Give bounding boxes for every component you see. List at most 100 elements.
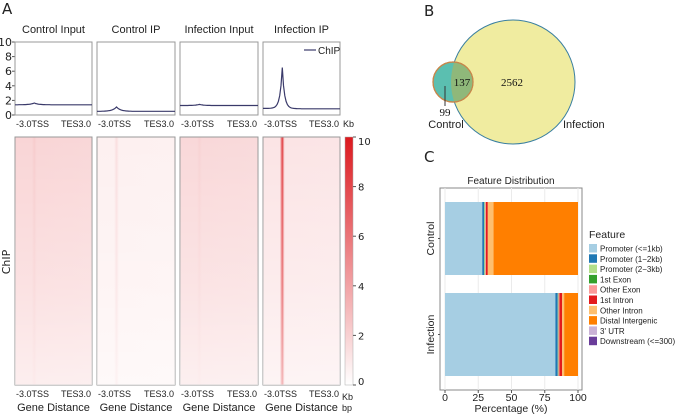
profile-line-infection-ip xyxy=(263,67,340,110)
colorbar-tick-label: 0 xyxy=(358,377,364,388)
x-tick-label: 100 xyxy=(569,392,587,404)
x-tick-label: 3.0 xyxy=(326,119,339,129)
x-tick-labels-end: TES3.0 xyxy=(61,119,91,129)
legend-swatch xyxy=(589,285,597,294)
legend-swatch xyxy=(589,244,597,253)
profile-box xyxy=(14,41,93,116)
legend-label: 1st Intron xyxy=(600,296,633,305)
legend-swatch xyxy=(589,305,597,315)
profile-box xyxy=(96,41,176,116)
bar-segment-infection xyxy=(562,293,565,376)
x-tick-label: 75 xyxy=(539,392,551,404)
x-tick-label: -3.0 xyxy=(264,119,280,129)
bar-segment-control xyxy=(482,202,485,275)
heatmap-fade xyxy=(97,137,175,385)
bar-segment-control xyxy=(493,202,578,275)
y-tick-label: 4 xyxy=(5,80,12,93)
x-tick-label: -3.0 xyxy=(98,389,114,399)
bar-segment-infection xyxy=(445,293,556,376)
heatmap-xlabel: Gene Distance xyxy=(183,402,256,414)
legend-swatch xyxy=(589,295,597,304)
heatmap-xlabel: Gene Distance xyxy=(100,402,173,414)
legend-label: Promoter (<=1kb) xyxy=(600,245,663,254)
x-tick-label: 50 xyxy=(506,392,518,404)
panel-c-feature-distribution: Feature Distribution Control Infection 0 25 5… xyxy=(425,176,675,415)
legend-label: Promoter (2−3kb) xyxy=(600,265,663,274)
heatmap-xlabel: Gene Distance xyxy=(265,402,338,414)
x-tick-label: TES xyxy=(144,119,162,129)
profile-line-infection-input xyxy=(180,103,258,107)
legend-label: 3' UTR xyxy=(600,327,625,336)
legend-swatch xyxy=(589,264,597,274)
legend-swatch xyxy=(589,336,597,346)
x-tick-label: TES xyxy=(309,119,327,129)
x-axis-label: Percentage (%) xyxy=(475,403,548,415)
x-tick-labels-start: -3.0TSS xyxy=(181,389,214,399)
x-tick-label: -3.0 xyxy=(181,119,197,129)
x-tick-label: -3.0 xyxy=(264,389,280,399)
x-tick-label: 3.0 xyxy=(161,389,174,399)
bar-segment-control xyxy=(484,202,485,275)
x-tick-label: 25 xyxy=(472,392,484,404)
x-tick-label: TES xyxy=(309,389,327,399)
x-tick-label: TSS xyxy=(114,119,132,129)
x-unit: Kb xyxy=(342,392,353,402)
x-tick-labels-end: TES3.0 xyxy=(309,119,339,129)
x-tick-label: TES xyxy=(61,389,79,399)
legend-label: Other Exon xyxy=(600,286,640,295)
heatmap-x-unit: bp xyxy=(342,403,352,413)
bar-segment-control xyxy=(487,202,494,275)
heatmap-fade xyxy=(180,137,258,385)
x-unit: Kb xyxy=(343,119,354,129)
colorbar-tick-label: 6 xyxy=(358,232,364,243)
y-tick-label: 0 xyxy=(5,109,12,122)
heatmap-ylabel: ChIP xyxy=(0,249,13,274)
x-tick-label: 0 xyxy=(442,392,448,404)
y-category-label: Infection xyxy=(425,314,437,354)
profile-box xyxy=(262,41,341,116)
colorbar-tick-label: 10 xyxy=(358,137,371,148)
x-tick-labels-start: -3.0TSS xyxy=(264,119,297,129)
profile-box xyxy=(179,41,259,116)
legend-label: Downstream (<=300) xyxy=(600,337,675,346)
x-tick-label: 3.0 xyxy=(161,119,174,129)
heatmap-fade xyxy=(263,137,340,385)
y-tick-label: 6 xyxy=(5,65,12,78)
x-tick-labels-start: -3.0TSS xyxy=(98,119,131,129)
x-tick-label: TSS xyxy=(280,119,298,129)
venn-overlap-count: 137 xyxy=(454,77,471,89)
x-tick-labels-start: -3.0TSS xyxy=(264,389,297,399)
panel-label-a: A xyxy=(2,0,13,18)
bar-segment-infection xyxy=(559,293,563,376)
bar-segment-control xyxy=(485,202,488,275)
x-tick-labels-end: TES3.0 xyxy=(144,389,174,399)
venn-circle-control-outline xyxy=(432,61,474,103)
y-tick-label: 2 xyxy=(5,94,12,107)
chart-title: Feature Distribution xyxy=(467,176,554,187)
x-tick-label: -3.0 xyxy=(16,389,32,399)
x-tick-label: TSS xyxy=(197,119,215,129)
colorbar-tick-label: 8 xyxy=(358,183,364,194)
x-tick-label: TSS xyxy=(280,389,298,399)
x-tick-label: TSS xyxy=(197,389,215,399)
x-tick-labels-end: TES3.0 xyxy=(227,119,257,129)
colorbar-tick-label: 2 xyxy=(358,331,364,342)
venn-infection-count: 2562 xyxy=(501,77,523,89)
bar-segment-infection xyxy=(564,293,578,376)
x-tick-labels-start: -3.0TSS xyxy=(16,389,49,399)
x-tick-labels-end: TES3.0 xyxy=(309,389,339,399)
bar-segment-control xyxy=(445,202,483,275)
legend-label: Distal Intergenic xyxy=(600,317,657,326)
heatmap-xlabel: Gene Distance xyxy=(17,402,90,414)
venn-label-infection: Infection xyxy=(563,119,605,131)
bar-segment-infection xyxy=(558,293,560,376)
venn-overlap xyxy=(451,62,473,102)
legend-label: ChIP xyxy=(318,46,341,57)
x-tick-labels-end: TES3.0 xyxy=(61,389,91,399)
profile-title: Control Input xyxy=(22,24,85,36)
panel-label-c: C xyxy=(424,148,434,166)
x-tick-label: 3.0 xyxy=(326,389,339,399)
heatmap-fade xyxy=(15,137,92,385)
